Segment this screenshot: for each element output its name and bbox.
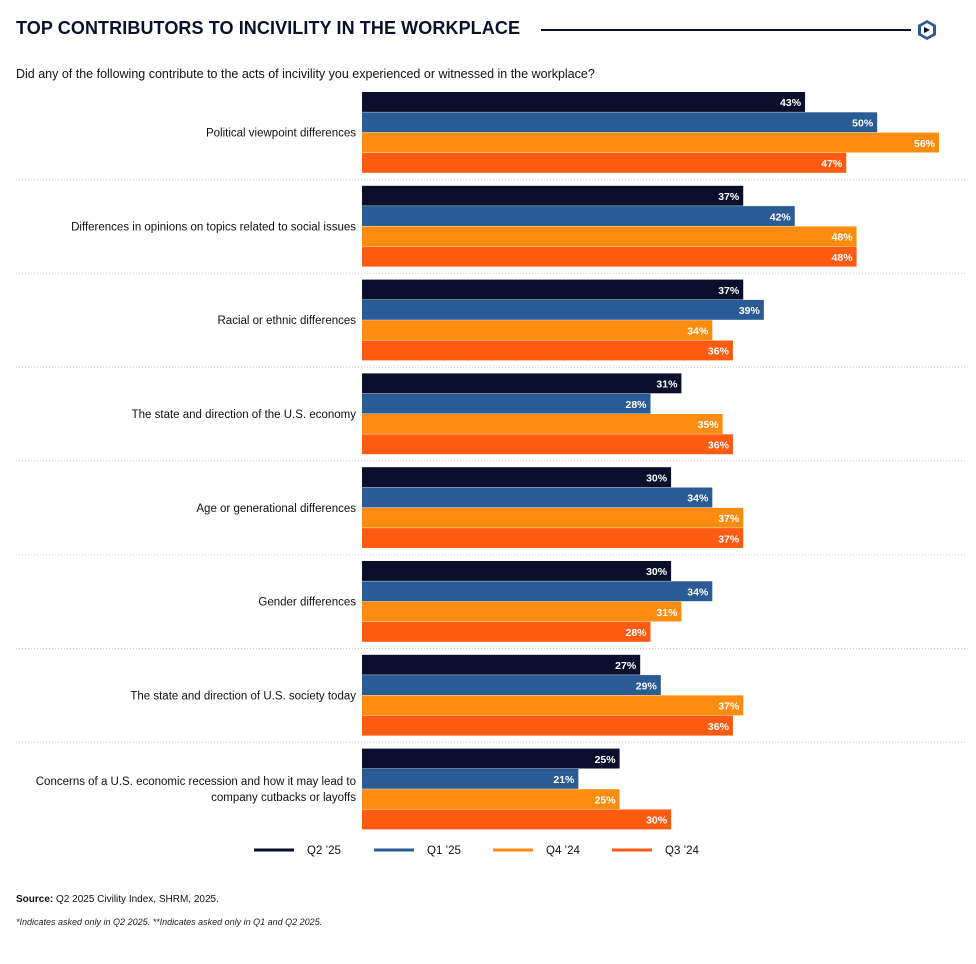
data-label: 29% — [636, 680, 658, 692]
bar-q2_25 — [362, 654, 641, 675]
bar-q2_25 — [362, 279, 744, 300]
data-label: 37% — [718, 513, 740, 525]
bar-q1_25 — [362, 393, 651, 414]
data-label: 48% — [832, 252, 854, 264]
bar-q1_25 — [362, 581, 713, 602]
data-label: 48% — [832, 232, 854, 244]
data-label: 21% — [553, 774, 575, 786]
data-label: 43% — [780, 97, 802, 109]
category-label: Concerns of a U.S. economic recession an… — [36, 776, 356, 788]
bar-q1_25 — [362, 487, 713, 508]
legend-label-q3_24: Q3 ’24 — [665, 845, 699, 857]
bar-q4_24 — [362, 226, 857, 247]
bar-q3_24 — [362, 809, 672, 830]
data-label: 36% — [708, 721, 730, 733]
data-label: 37% — [718, 701, 740, 713]
bar-q3_24 — [362, 152, 847, 173]
source-label: Source: — [16, 894, 54, 905]
bar-q2_25 — [362, 373, 682, 394]
data-label: 30% — [646, 472, 668, 484]
bar-q4_24 — [362, 132, 939, 153]
bar-q4_24 — [362, 320, 713, 341]
data-label: 31% — [656, 607, 678, 619]
data-label: 25% — [595, 794, 617, 806]
data-label: 47% — [821, 158, 843, 170]
category-label: Racial or ethnic differences — [218, 315, 357, 327]
data-label: 39% — [739, 305, 761, 317]
data-label: 37% — [718, 191, 740, 203]
category-label: Political viewpoint differences — [206, 128, 356, 140]
survey-question: Did any of the following contribute to t… — [16, 67, 595, 81]
data-label: 50% — [852, 117, 874, 129]
data-label: 35% — [698, 419, 720, 431]
footnote: *Indicates asked only in Q2 2025. **Indi… — [16, 917, 323, 927]
data-label: 28% — [625, 399, 647, 411]
bar-q4_24 — [362, 507, 744, 528]
legend-label-q4_24: Q4 ’24 — [546, 845, 580, 857]
bar-q4_24 — [362, 601, 682, 622]
bar-q1_25 — [362, 112, 878, 133]
hexagon-chevron-logo-icon — [918, 20, 936, 40]
data-label: 28% — [625, 627, 647, 639]
data-label: 34% — [687, 586, 709, 598]
data-label: 30% — [646, 815, 668, 827]
bar-q3_24 — [362, 528, 744, 548]
bar-q2_25 — [362, 92, 806, 112]
legend-label-q1_25: Q1 ’25 — [427, 845, 461, 857]
data-label: 36% — [708, 346, 730, 358]
bar-q1_25 — [362, 299, 764, 320]
data-label: 34% — [687, 325, 709, 337]
data-label: 37% — [718, 285, 740, 297]
bar-q2_25 — [362, 561, 672, 581]
data-label: 42% — [770, 211, 792, 223]
source-text: Q2 2025 Civility Index, SHRM, 2025. — [53, 894, 219, 905]
bar-q4_24 — [362, 695, 744, 716]
bar-q2_25 — [362, 748, 620, 769]
category-label: Gender differences — [258, 597, 356, 609]
category-label: company cutbacks or layoffs — [211, 792, 356, 804]
category-label: Differences in opinions on topics relate… — [71, 221, 356, 233]
bar-q4_24 — [362, 414, 723, 434]
bar-q1_25 — [362, 206, 795, 226]
data-label: 31% — [656, 379, 678, 391]
category-label: The state and direction of the U.S. econ… — [132, 409, 357, 421]
category-label: Age or generational differences — [196, 503, 356, 515]
legend-label-q2_25: Q2 ’25 — [307, 845, 341, 857]
data-label: 34% — [687, 493, 709, 505]
bar-q3_24 — [362, 434, 733, 455]
category-label: The state and direction of U.S. society … — [130, 690, 356, 702]
data-label: 30% — [646, 566, 668, 578]
bar-q2_25 — [362, 185, 744, 206]
data-label: 36% — [708, 439, 730, 451]
data-label: 56% — [914, 138, 936, 150]
bar-chart: Political viewpoint differences 43% 50% 56%… — [16, 92, 966, 857]
bar-q2_25 — [362, 467, 672, 488]
bar-q1_25 — [362, 675, 661, 695]
bar-q3_24 — [362, 246, 857, 267]
bar-q3_24 — [362, 621, 651, 642]
bar-q3_24 — [362, 715, 733, 736]
data-label: 27% — [615, 660, 637, 672]
bar-q1_25 — [362, 768, 579, 789]
data-label: 37% — [718, 533, 740, 545]
data-label: 25% — [595, 754, 617, 766]
title-rule — [541, 29, 911, 31]
bar-q3_24 — [362, 340, 733, 361]
bar-q4_24 — [362, 789, 620, 810]
source-line: Source: Q2 2025 Civility Index, SHRM, 20… — [16, 894, 219, 905]
chart-title: TOP CONTRIBUTORS TO INCIVILITY IN THE WO… — [16, 18, 521, 38]
